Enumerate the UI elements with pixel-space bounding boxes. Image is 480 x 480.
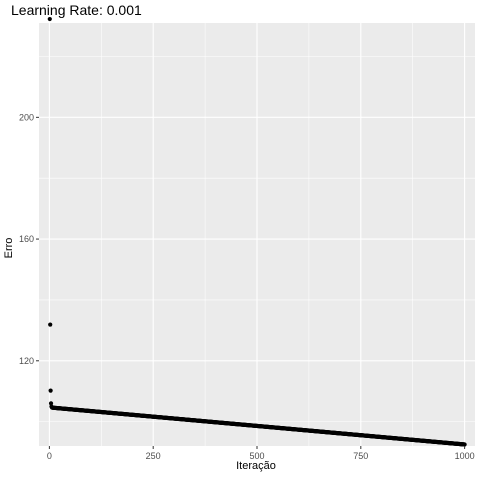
- x-tick-label: 0: [47, 451, 52, 461]
- y-tick-label: 160: [19, 234, 34, 244]
- data-points: [47, 16, 467, 447]
- data-point: [462, 442, 467, 447]
- y-axis: 120 160 200: [19, 112, 39, 366]
- data-point: [48, 322, 53, 327]
- x-tick-label: 500: [249, 451, 264, 461]
- x-axis-label: Iteração: [236, 460, 276, 472]
- y-tick-label: 120: [19, 356, 34, 366]
- data-point: [47, 16, 52, 22]
- x-tick-label: 250: [146, 451, 161, 461]
- data-point: [48, 388, 53, 393]
- x-tick-label: 1000: [455, 451, 475, 461]
- y-tick-label: 200: [19, 112, 34, 122]
- x-axis: 0 250 500 750 1000: [47, 446, 475, 461]
- chart-title: Learning Rate: 0.001: [11, 2, 142, 18]
- x-tick-label: 750: [353, 451, 368, 461]
- grid-major: [39, 23, 475, 446]
